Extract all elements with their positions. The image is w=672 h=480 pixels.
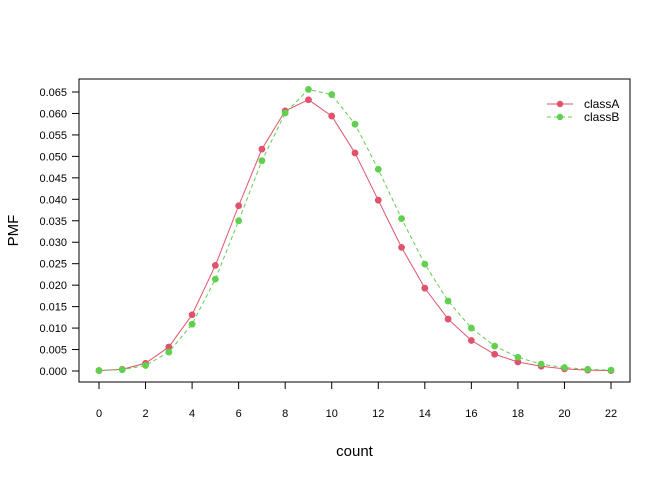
data-point-classB xyxy=(584,365,592,373)
data-point-classA xyxy=(305,96,312,104)
data-point-classB xyxy=(421,260,429,268)
legend-marker xyxy=(556,113,564,121)
x-axis-title: count xyxy=(336,443,374,460)
y-tick-label: 0.050 xyxy=(39,151,67,163)
data-point-classA xyxy=(398,243,405,251)
y-tick-label: 0.060 xyxy=(39,108,67,120)
series-line-classB xyxy=(98,88,612,372)
y-tick-label: 0.000 xyxy=(39,366,67,378)
x-tick-label: 16 xyxy=(465,408,477,420)
x-tick-label: 14 xyxy=(419,408,431,420)
data-point-classB xyxy=(165,348,173,356)
data-point-classB xyxy=(142,362,149,369)
y-tick-label: 0.065 xyxy=(39,87,67,99)
data-point-classA xyxy=(235,202,243,210)
series-classB xyxy=(95,86,615,374)
x-tick-label: 20 xyxy=(558,408,570,420)
data-point-classB xyxy=(328,91,336,98)
data-point-classA xyxy=(328,112,336,120)
x-tick-label: 18 xyxy=(512,408,524,420)
data-point-classB xyxy=(374,165,382,173)
data-point-classA xyxy=(351,149,359,157)
legend-marker xyxy=(556,100,564,108)
y-axis-title: PMF xyxy=(5,215,22,247)
y-tick-label: 0.040 xyxy=(39,194,67,206)
data-point-classB xyxy=(514,353,522,361)
y-tick-label: 0.010 xyxy=(39,323,67,335)
data-point-classB xyxy=(188,320,196,328)
plot-frame xyxy=(78,78,631,383)
data-point-classB xyxy=(258,157,266,165)
data-point-classB xyxy=(118,366,126,374)
data-point-classB xyxy=(235,217,243,225)
data-point-classA xyxy=(444,315,452,323)
data-point-classA xyxy=(211,262,219,269)
y-tick-label: 0.045 xyxy=(39,173,67,185)
data-point-classA xyxy=(188,311,196,319)
data-point-classA xyxy=(491,350,499,358)
x-tick-label: 6 xyxy=(236,408,242,420)
legend-item-classA: classA xyxy=(547,97,619,111)
data-point-classA xyxy=(514,358,522,366)
data-point-classA xyxy=(374,196,382,204)
data-point-classB xyxy=(211,275,219,283)
y-tick-label: 0.020 xyxy=(39,280,67,292)
data-point-classB xyxy=(607,366,615,374)
y-axis: 0.000 0.005 0.010 0.015 0.020 0.025 0.030 0.035… xyxy=(39,87,80,378)
y-tick-label: 0.005 xyxy=(39,345,67,357)
data-point-classB xyxy=(351,120,359,128)
legend-item-classB: classB xyxy=(547,110,619,124)
data-point-classA xyxy=(467,337,475,344)
data-point-classB xyxy=(537,360,545,368)
x-tick-label: 22 xyxy=(605,408,617,420)
series-line-classA xyxy=(98,99,612,372)
data-point-classA xyxy=(165,343,173,351)
series-layer xyxy=(95,86,615,374)
data-point-classB xyxy=(95,367,103,374)
data-point-classB xyxy=(467,324,475,332)
data-point-classA xyxy=(258,145,266,153)
legend-label: classB xyxy=(584,110,619,124)
legend-label: classA xyxy=(584,97,619,111)
y-tick-label: 0.025 xyxy=(39,259,67,271)
x-tick-label: 8 xyxy=(282,408,288,420)
y-tick-label: 0.035 xyxy=(39,216,67,228)
y-tick-label: 0.015 xyxy=(39,302,67,314)
x-tick-label: 0 xyxy=(96,408,102,420)
x-axis: 0 2 4 6 8 10 12 14 16 18 20 22 xyxy=(96,381,617,420)
x-tick-label: 10 xyxy=(326,408,338,420)
y-tick-label: 0.030 xyxy=(39,237,67,249)
data-point-classB xyxy=(444,297,452,305)
y-tick-label: 0.055 xyxy=(39,130,67,142)
data-point-classB xyxy=(398,215,405,223)
x-tick-label: 4 xyxy=(189,408,195,420)
data-point-classB xyxy=(305,86,312,93)
x-tick-label: 12 xyxy=(372,408,384,420)
x-tick-label: 2 xyxy=(142,408,148,420)
data-point-classB xyxy=(561,364,568,371)
data-point-classB xyxy=(491,342,499,350)
data-point-classB xyxy=(281,109,289,117)
series-classA xyxy=(95,96,615,374)
data-point-classA xyxy=(421,284,429,292)
